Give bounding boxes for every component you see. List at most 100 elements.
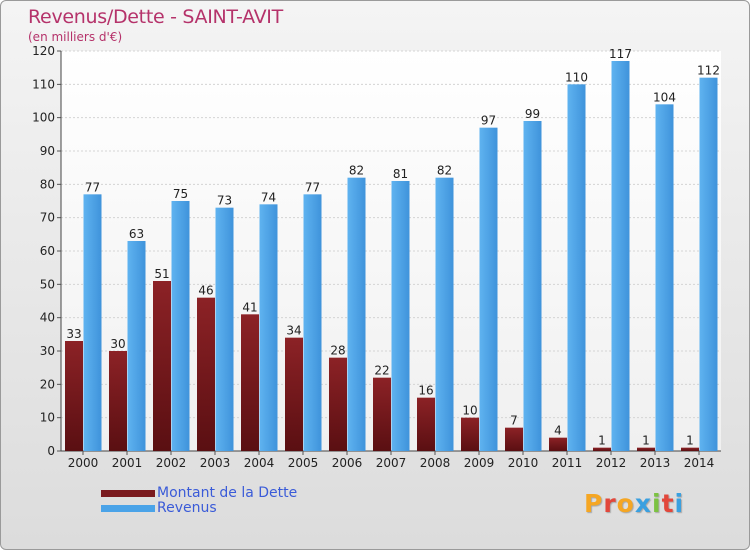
bar-debt — [593, 447, 611, 451]
value-label-revenue: 99 — [525, 107, 540, 121]
value-label-revenue: 77 — [305, 180, 320, 194]
value-label-revenue: 82 — [437, 164, 452, 178]
bar-debt — [637, 447, 655, 451]
legend-swatch-revenue — [101, 505, 155, 512]
y-tick-label: 110 — [32, 77, 55, 91]
value-label-revenue: 117 — [609, 47, 632, 61]
value-label-debt: 30 — [110, 337, 125, 351]
proxiti-logo: Proxiti — [584, 489, 684, 518]
bar-debt — [373, 377, 391, 451]
x-tick-label: 2006 — [332, 456, 363, 470]
bar-revenue — [303, 194, 322, 452]
y-tick-label: 100 — [32, 111, 55, 125]
bar-revenue — [567, 84, 586, 451]
y-tick-label: 50 — [40, 277, 55, 291]
y-tick-label: 60 — [40, 244, 55, 258]
value-label-debt: 34 — [286, 324, 301, 338]
bar-debt — [681, 447, 699, 451]
value-label-debt: 7 — [510, 414, 518, 428]
value-label-revenue: 75 — [173, 187, 188, 201]
value-label-debt: 41 — [242, 300, 257, 314]
x-tick-label: 2004 — [244, 456, 275, 470]
x-tick-label: 2013 — [640, 456, 671, 470]
bar-revenue — [259, 204, 278, 451]
value-label-revenue: 104 — [653, 90, 676, 104]
legend-label-debt: Montant de la Dette — [157, 485, 298, 501]
x-tick-label: 2012 — [596, 456, 627, 470]
value-label-debt: 22 — [374, 364, 389, 378]
x-tick-label: 2007 — [376, 456, 407, 470]
x-tick-label: 2005 — [288, 456, 319, 470]
logo-letter: o — [616, 489, 635, 518]
y-tick-label: 20 — [40, 377, 55, 391]
logo-letter: i — [674, 489, 685, 518]
y-tick-label: 40 — [40, 311, 55, 325]
bar-debt — [197, 297, 215, 451]
bar-revenue — [611, 61, 630, 451]
bar-debt — [505, 427, 523, 451]
y-tick-label: 10 — [40, 411, 55, 425]
bar-debt — [461, 417, 479, 451]
bar-revenue — [699, 77, 718, 452]
bar-revenue — [391, 181, 410, 451]
value-label-revenue: 97 — [481, 114, 496, 128]
y-tick-label: 120 — [32, 44, 55, 58]
bar-revenue — [127, 241, 146, 451]
bar-debt — [109, 351, 127, 451]
bar-debt — [549, 437, 567, 451]
x-tick-label: 2003 — [200, 456, 231, 470]
bar-revenue — [83, 194, 102, 452]
bar-revenue — [479, 127, 498, 452]
legend: Montant de la Dette Revenus — [101, 486, 297, 516]
y-tick-label: 0 — [47, 444, 55, 458]
value-label-revenue: 77 — [85, 180, 100, 194]
logo-letter: t — [661, 489, 675, 518]
bar-revenue — [435, 177, 454, 451]
x-tick-label: 2000 — [68, 456, 99, 470]
x-tick-label: 2001 — [112, 456, 143, 470]
value-label-debt: 1 — [598, 434, 606, 448]
value-label-debt: 1 — [642, 434, 650, 448]
bar-debt — [241, 314, 259, 451]
y-tick-label: 70 — [40, 211, 55, 225]
logo-letter: i — [652, 489, 662, 518]
y-tick-label: 90 — [40, 144, 55, 158]
chart-title: Revenus/Dette - SAINT-AVIT — [28, 6, 283, 28]
value-label-revenue: 74 — [261, 190, 276, 204]
logo-letter: r — [603, 489, 617, 518]
value-label-debt: 1 — [686, 434, 694, 448]
bar-debt — [65, 341, 83, 451]
chart-subtitle: (en milliers d'€) — [28, 30, 123, 44]
value-label-debt: 4 — [554, 424, 562, 438]
bar-revenue — [347, 177, 366, 451]
value-label-debt: 28 — [330, 344, 345, 358]
legend-swatch-debt — [101, 490, 155, 497]
bar-debt — [417, 397, 435, 451]
value-label-revenue: 73 — [217, 194, 232, 208]
bar-revenue — [523, 121, 542, 451]
legend-label-revenue: Revenus — [157, 500, 217, 516]
bar-debt — [329, 357, 347, 451]
bar-revenue — [171, 201, 190, 451]
value-label-revenue: 63 — [129, 227, 144, 241]
value-label-debt: 33 — [66, 327, 81, 341]
value-label-debt: 46 — [198, 284, 213, 298]
bar-revenue — [655, 104, 674, 451]
bar-debt — [285, 337, 303, 451]
x-tick-label: 2009 — [464, 456, 495, 470]
value-label-debt: 10 — [462, 404, 477, 418]
logo-letter: x — [634, 489, 652, 518]
bar-revenue — [215, 207, 234, 451]
value-label-revenue: 110 — [565, 70, 588, 84]
value-label-revenue: 112 — [697, 64, 720, 78]
x-tick-label: 2011 — [552, 456, 583, 470]
x-tick-label: 2008 — [420, 456, 451, 470]
x-tick-label: 2002 — [156, 456, 187, 470]
value-label-revenue: 82 — [349, 164, 364, 178]
y-tick-label: 80 — [40, 177, 55, 191]
bar-debt — [153, 281, 171, 451]
y-tick-label: 30 — [40, 344, 55, 358]
value-label-debt: 51 — [154, 267, 169, 281]
